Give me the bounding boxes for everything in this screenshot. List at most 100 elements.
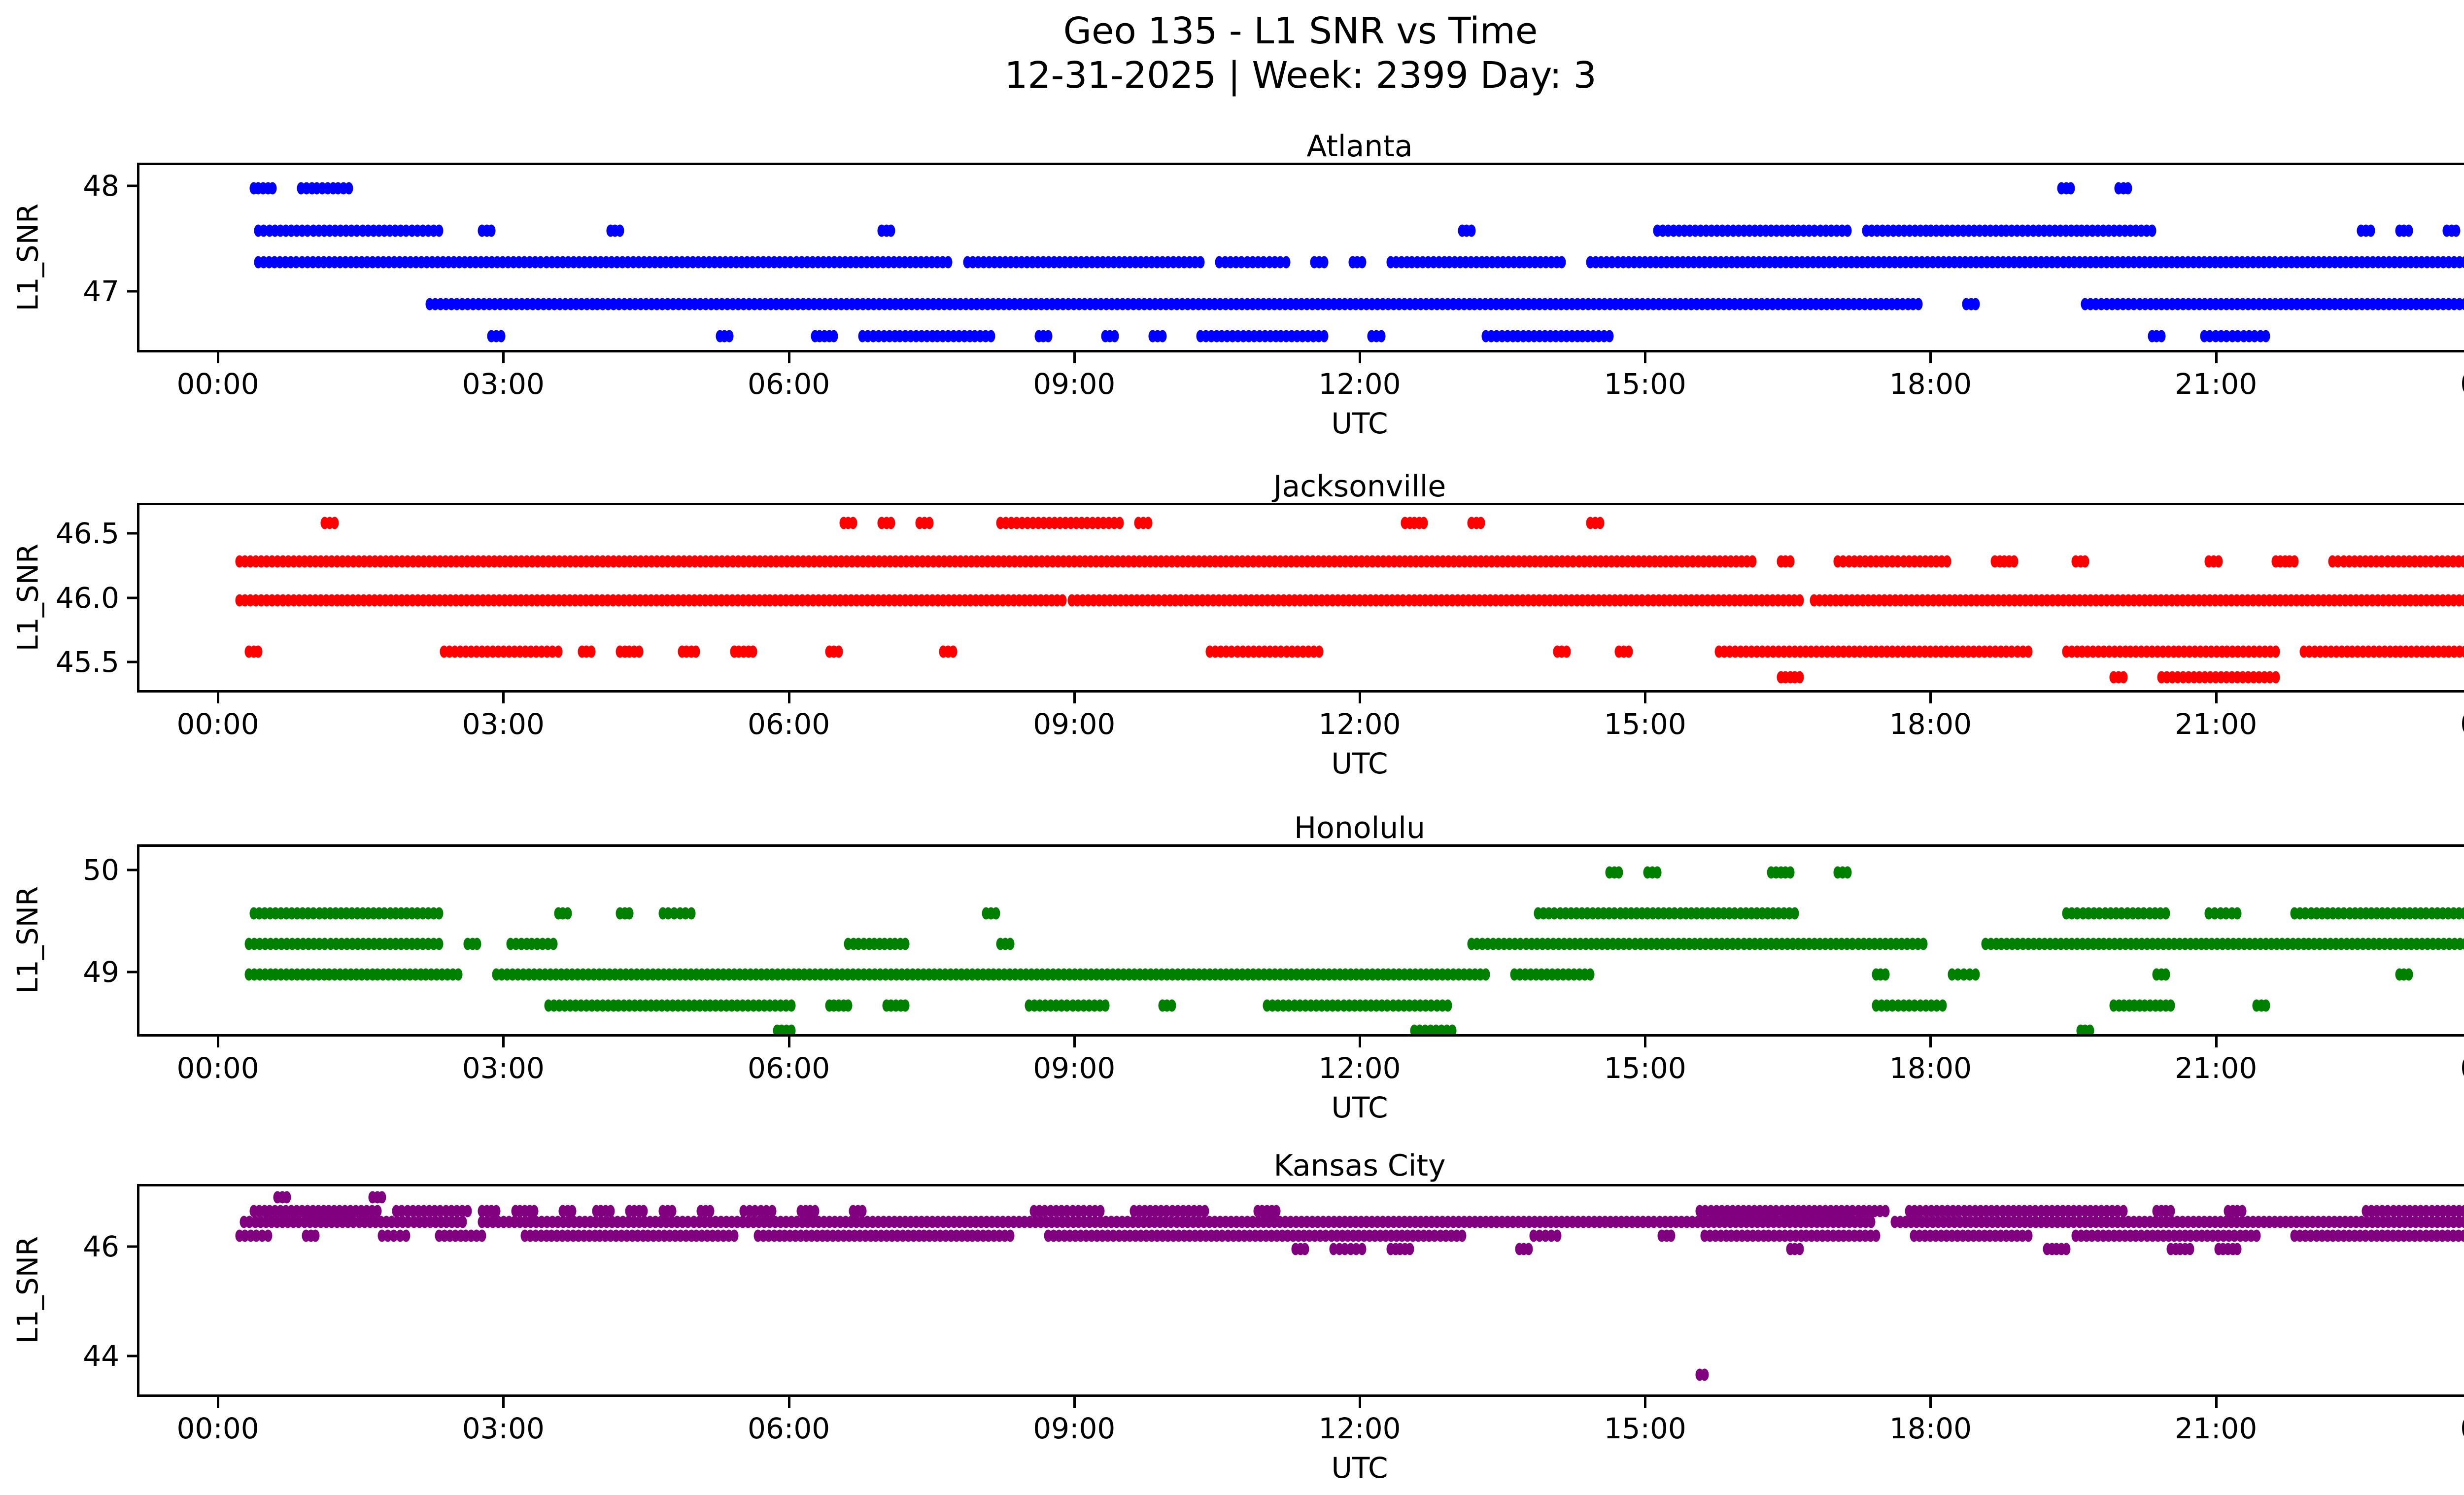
data-point (2261, 330, 2270, 342)
data-point (1358, 1243, 1367, 1255)
data-point (1419, 517, 1428, 529)
data-point (1377, 330, 1386, 342)
data-point (487, 224, 496, 237)
data-point (1557, 256, 1566, 269)
x-tick-mark (1359, 1037, 1361, 1047)
data-point (639, 1205, 648, 1217)
data-point (2024, 1229, 2033, 1242)
data-point (2066, 182, 2075, 195)
x-tick-label: 21:00 (2175, 707, 2258, 741)
data-point (568, 1205, 577, 1217)
data-point (2123, 182, 2132, 195)
x-tick-label: 06:00 (747, 1051, 830, 1085)
x-tick-label: 06:00 (747, 707, 830, 741)
data-point (1624, 645, 1633, 658)
x-tick-label: 00:00 (176, 1051, 259, 1085)
subplot-title: Honolulu (1294, 811, 1425, 845)
x-tick-mark (217, 1397, 220, 1408)
data-point (1006, 938, 1015, 950)
data-point (730, 1229, 739, 1242)
figure-suptitle: Geo 135 - L1 SNR vs Time 12-31-2025 | We… (0, 9, 2464, 98)
data-point (2233, 907, 2242, 920)
data-point (1448, 1024, 1457, 1034)
data-point (1405, 1243, 1414, 1255)
data-point (887, 517, 895, 529)
data-point (563, 907, 572, 920)
x-tick-mark (1929, 1037, 1932, 1047)
data-point (2119, 671, 2128, 684)
plot-area (137, 163, 2464, 352)
x-tick-mark (1359, 352, 1361, 363)
data-point (992, 907, 1000, 920)
data-point (844, 999, 853, 1012)
data-point (2233, 1243, 2242, 1255)
data-point (402, 1229, 411, 1242)
data-point (1843, 224, 1852, 237)
data-point (1044, 330, 1053, 342)
data-point (554, 645, 563, 658)
x-tick-label: 21:00 (2175, 1412, 2258, 1445)
x-tick-label: 03:00 (462, 1051, 545, 1085)
data-point (1795, 1243, 1804, 1255)
x-tick-mark (1073, 693, 1076, 703)
x-tick-label: 21:00 (2175, 367, 2258, 401)
data-point (1167, 999, 1176, 1012)
data-point (1443, 999, 1452, 1012)
data-point (849, 517, 857, 529)
data-point (478, 1229, 486, 1242)
y-tick-mark (127, 184, 137, 187)
x-tick-label: 00:00 (2460, 707, 2464, 741)
data-point (1524, 1243, 1533, 1255)
data-point (2214, 555, 2223, 568)
x-tick-label: 06:00 (747, 367, 830, 401)
data-point (2252, 1229, 2261, 1242)
data-point (2271, 671, 2280, 684)
data-point (1110, 330, 1119, 342)
data-point (1476, 517, 1485, 529)
data-point (787, 999, 796, 1012)
data-point (1938, 999, 1947, 1012)
y-tick-label: 46.0 (55, 581, 119, 615)
data-point (1320, 330, 1329, 342)
suptitle-line-2: 12-31-2025 | Week: 2399 Day: 3 (1004, 54, 1597, 97)
x-tick-mark (2215, 352, 2218, 363)
data-point (1867, 1216, 1876, 1228)
data-point (497, 330, 506, 342)
x-tick-mark (2215, 693, 2218, 703)
data-point (587, 645, 596, 658)
data-point (463, 1205, 472, 1217)
data-point (549, 938, 558, 950)
x-tick-mark (502, 1037, 505, 1047)
x-tick-mark (2215, 1397, 2218, 1408)
y-tick-label: 50 (83, 853, 119, 887)
x-tick-mark (787, 352, 790, 363)
x-tick-mark (502, 352, 505, 363)
x-tick-label: 15:00 (1604, 1051, 1686, 1085)
y-tick-label: 46.5 (55, 517, 119, 551)
x-tick-label: 21:00 (2175, 1051, 2258, 1085)
data-point (2261, 999, 2270, 1012)
data-point (1596, 517, 1605, 529)
data-point (2062, 1243, 2071, 1255)
x-tick-mark (1644, 1037, 1647, 1047)
data-point (2404, 224, 2413, 237)
x-tick-label: 00:00 (176, 367, 259, 401)
x-tick-label: 00:00 (176, 707, 259, 741)
data-point (435, 938, 444, 950)
x-tick-label: 03:00 (462, 1412, 545, 1445)
data-point (473, 938, 481, 950)
data-point (1872, 1229, 1881, 1242)
x-tick-mark (1644, 1397, 1647, 1408)
data-point (687, 907, 696, 920)
x-tick-label: 15:00 (1604, 707, 1686, 741)
x-tick-mark (1359, 1397, 1361, 1408)
plot-area (137, 844, 2464, 1037)
data-point (1358, 256, 1367, 269)
x-tick-label: 09:00 (1033, 707, 1116, 741)
x-tick-label: 00:00 (2460, 1412, 2464, 1445)
data-point (2186, 1243, 2194, 1255)
subplot-title: Atlanta (1306, 129, 1413, 164)
data-point (887, 224, 895, 237)
data-point (435, 907, 444, 920)
y-tick-mark (127, 532, 137, 535)
